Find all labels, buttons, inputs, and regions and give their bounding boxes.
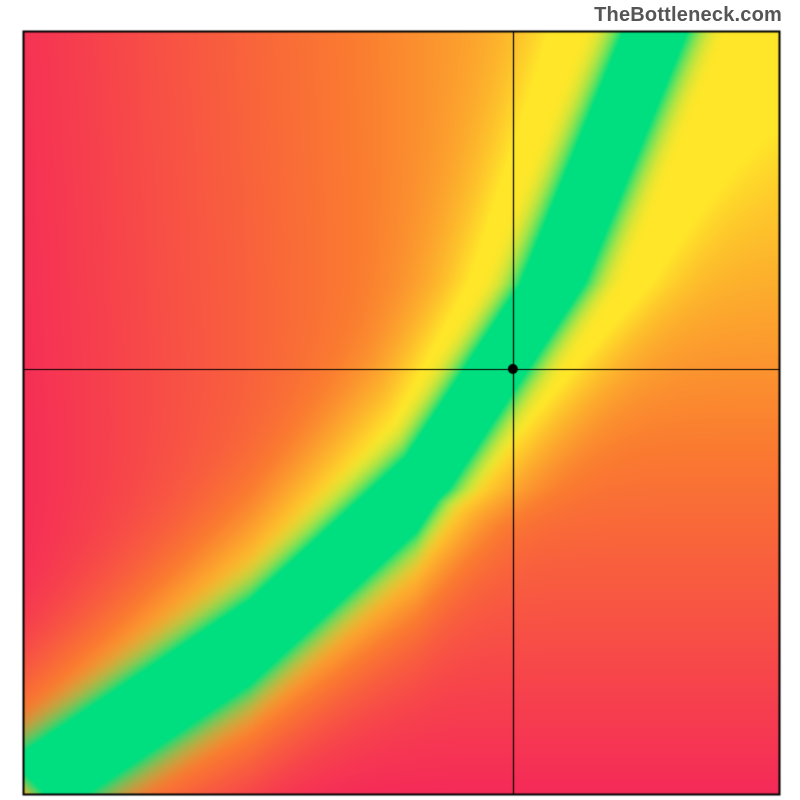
heatmap-canvas [0, 0, 800, 800]
attribution-label: TheBottleneck.com [594, 4, 782, 27]
chart-container: TheBottleneck.com [0, 0, 800, 800]
